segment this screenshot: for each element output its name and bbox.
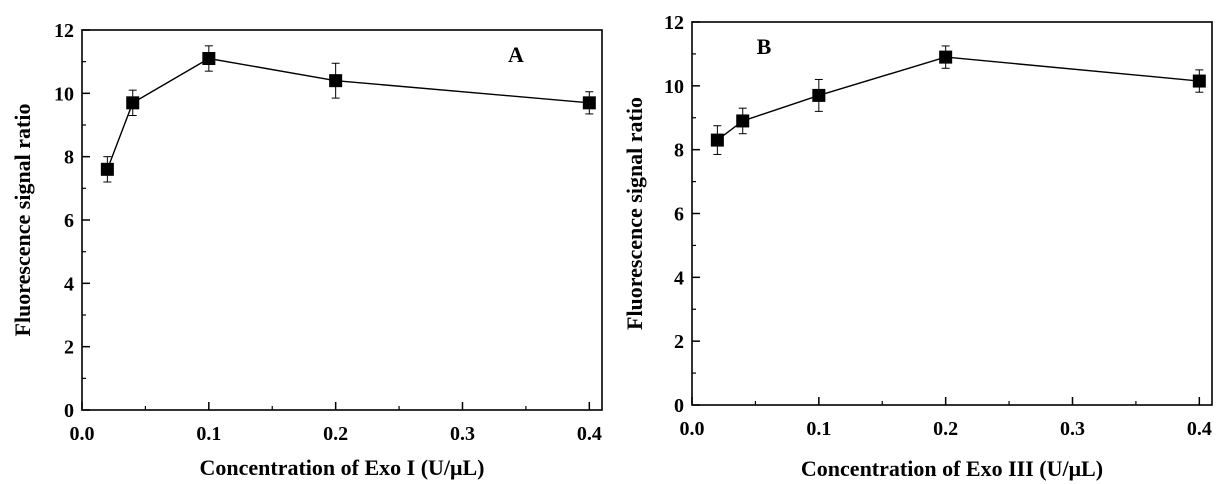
- x-tick-label: 0.2: [933, 418, 958, 440]
- panel-label: A: [508, 42, 524, 67]
- data-point-marker: [1192, 74, 1206, 88]
- y-tick-label: 2: [674, 331, 684, 353]
- y-tick-label: 0: [64, 400, 74, 422]
- y-tick-label: 6: [64, 210, 74, 232]
- x-axis-title: Concentration of Exo III (U/μL): [801, 456, 1103, 481]
- y-tick-label: 8: [64, 147, 74, 169]
- series-line: [716, 56, 1200, 141]
- series-line: [106, 57, 590, 170]
- y-tick-label: 6: [674, 204, 684, 226]
- chart-panel-a: 0.0 0.1 0.2 0.3 0.4 0 2 4 6 8 10 12 Concentration of…: [10, 20, 603, 480]
- x-tick-label: 0.1: [806, 418, 831, 440]
- y-tick-label: 2: [64, 337, 74, 359]
- x-tick-label: 0.3: [450, 423, 475, 445]
- data-point-marker: [939, 50, 953, 64]
- x-tick-label: 0.0: [70, 423, 95, 445]
- y-tick-label: 12: [664, 12, 684, 34]
- x-tick-label: 0.1: [196, 423, 221, 445]
- chart-panel-b: 0.0 0.1 0.2 0.3 0.4 0 2 4 6 8 10 12 Concentration of…: [622, 12, 1213, 481]
- panel-label: B: [757, 34, 772, 59]
- x-tick-label: 0.2: [323, 423, 348, 445]
- y-tick-label: 10: [54, 83, 74, 105]
- y-tick-label: 8: [674, 140, 684, 162]
- y-tick-label: 4: [674, 267, 684, 289]
- data-point-marker: [736, 114, 750, 128]
- y-axis-title: Fluorescence signal ratio: [10, 104, 35, 337]
- data-point-marker: [202, 52, 216, 65]
- x-tick-label: 0.4: [1187, 418, 1212, 440]
- data-point-marker: [710, 133, 724, 147]
- x-axis-title: Concentration of Exo I (U/μL): [199, 455, 484, 480]
- x-tick-label: 0.4: [577, 423, 602, 445]
- x-tick-label: 0.0: [680, 418, 705, 440]
- y-tick-label: 0: [674, 395, 684, 417]
- y-tick-label: 12: [54, 20, 74, 42]
- x-tick-label: 0.3: [1060, 418, 1085, 440]
- data-point-marker: [126, 96, 140, 110]
- y-axis-title: Fluorescence signal ratio: [622, 97, 647, 330]
- y-tick-label: 4: [64, 273, 74, 295]
- plot-frame: [691, 21, 1213, 406]
- data-point-marker: [582, 96, 596, 110]
- data-point-marker: [329, 74, 343, 88]
- data-point-marker: [812, 88, 826, 102]
- data-point-marker: [100, 162, 114, 176]
- y-tick-label: 10: [664, 76, 684, 98]
